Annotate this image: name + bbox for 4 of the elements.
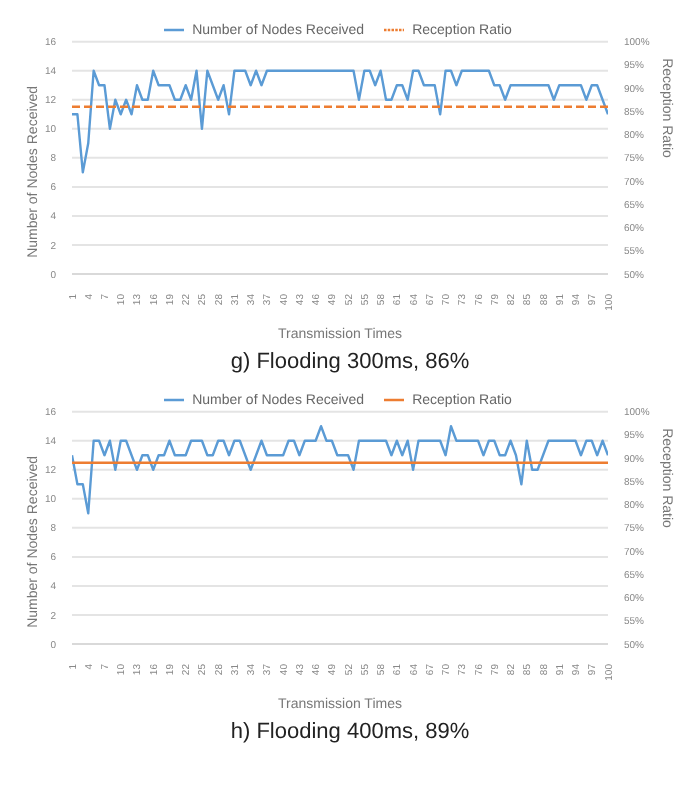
line-series: [72, 425, 608, 515]
text: h) Flooding 400ms, 89%: [228, 718, 472, 748]
text: g) Flooding 300ms, 86%: [228, 348, 472, 378]
line-series: [72, 69, 608, 174]
